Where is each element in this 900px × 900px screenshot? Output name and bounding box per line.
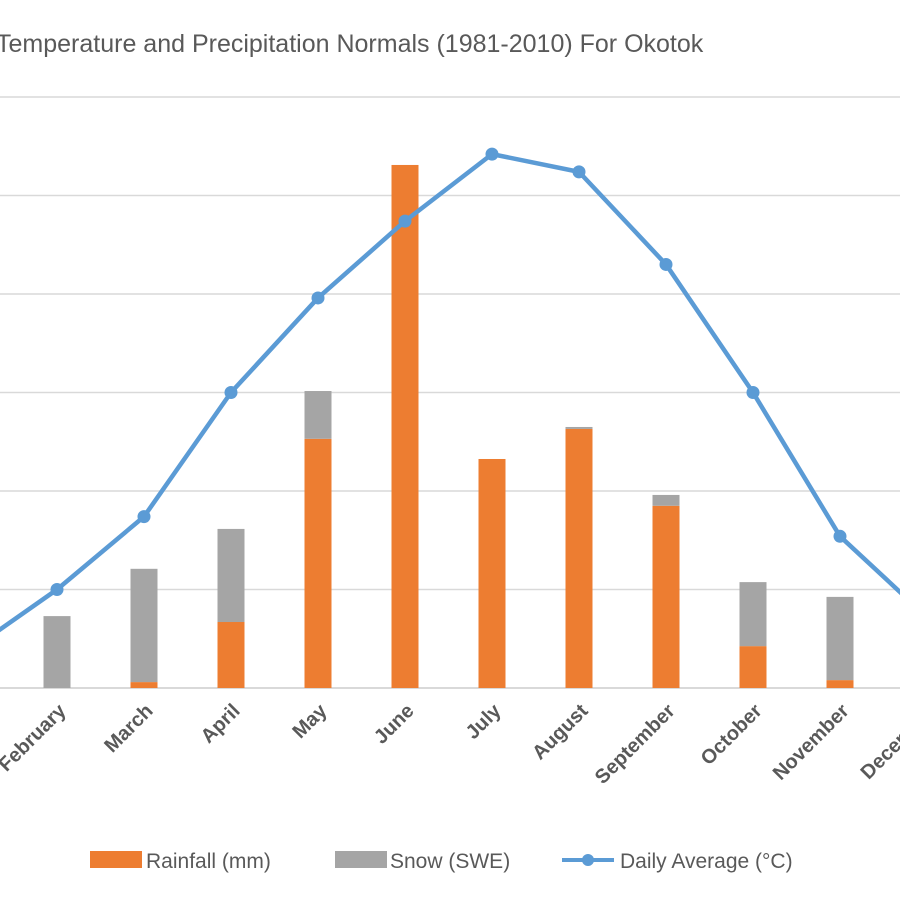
bar-snow-april	[217, 528, 245, 623]
temperature-point-may	[311, 291, 325, 305]
bar-rainfall-march	[130, 682, 158, 688]
legend-swatch-rainfall	[90, 851, 142, 868]
x-tick-label-april: April	[197, 700, 245, 748]
x-tick-label-february: February	[0, 699, 71, 776]
temperature-line	[0, 147, 900, 633]
bar-rainfall-may	[304, 438, 332, 688]
x-tick-label-august: August	[528, 700, 593, 765]
bar-snow-october	[739, 582, 767, 647]
bar-snow-march	[130, 568, 158, 683]
bar-rainfall-november	[826, 680, 854, 688]
x-tick-label-october: October	[697, 700, 767, 770]
bar-rainfall-october	[739, 646, 767, 688]
x-tick-label-july: July	[462, 699, 506, 743]
temperature-point-july	[485, 147, 499, 161]
bar-snow-september	[652, 494, 680, 506]
temperature-point-august	[572, 165, 586, 179]
bar-snow-november	[826, 596, 854, 681]
bar-rainfall-july	[478, 458, 506, 688]
temperature-point-february	[50, 583, 64, 596]
legend-label-temperature: Daily Average (°C)	[620, 850, 793, 873]
legend-marker-temperature	[582, 854, 594, 866]
temperature-point-march	[137, 510, 151, 524]
bar-snow-may	[304, 391, 332, 439]
legend-label-snow: Snow (SWE)	[390, 850, 510, 873]
x-axis-labels: JanuaryFebruaryMarchAprilMayJuneJulyAugu…	[0, 699, 900, 788]
bar-rainfall-april	[217, 622, 245, 688]
chart-title: Temperature and Precipitation Normals (1…	[0, 30, 704, 58]
x-tick-label-september: September	[591, 700, 680, 789]
bars	[43, 164, 854, 689]
x-tick-label-november: November	[769, 700, 854, 785]
bar-rainfall-september	[652, 505, 680, 688]
legend-label-rainfall: Rainfall (mm)	[146, 850, 271, 873]
x-tick-label-june: June	[370, 700, 419, 749]
legend: Rainfall (mm) Snow (SWE) Daily Average (…	[90, 850, 793, 873]
temperature-series-line	[0, 151, 900, 633]
temperature-point-june	[398, 214, 412, 228]
legend-swatch-snow	[335, 851, 387, 868]
x-tick-label-may: May	[288, 699, 332, 743]
temperature-point-october	[746, 386, 760, 399]
bar-rainfall-june	[391, 164, 419, 689]
temperature-point-november	[833, 529, 847, 543]
bar-rainfall-august	[565, 428, 593, 688]
x-tick-label-march: March	[100, 700, 157, 757]
temperature-point-april	[224, 386, 238, 399]
bar-snow-february	[43, 616, 71, 688]
bar-snow-august	[565, 426, 593, 429]
x-tick-label-december: December	[857, 700, 900, 784]
temperature-point-september	[659, 257, 673, 271]
